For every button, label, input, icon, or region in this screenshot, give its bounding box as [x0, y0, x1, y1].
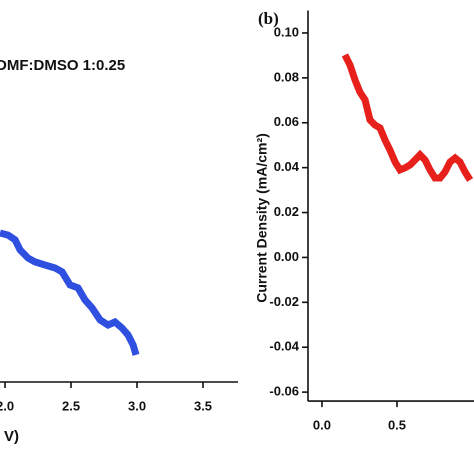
y-tick-label: 0.10 [274, 24, 299, 39]
data-line [0, 229, 140, 356]
x-axis-label: V) [4, 428, 19, 445]
y-tick-label: 0.02 [274, 204, 299, 219]
x-tick-label: 2.5 [62, 398, 80, 413]
x-tick-label: 3.5 [194, 398, 212, 413]
y-tick-label: -0.02 [269, 294, 299, 309]
y-tick-label: 0.04 [274, 159, 300, 174]
x-tick-label: 2.0 [0, 398, 14, 413]
x-tick-label: 0.5 [388, 418, 406, 433]
y-axis-label: Current Density (mA/cm²) [254, 133, 270, 303]
x-tick-label: 0.0 [313, 418, 331, 433]
data-line [341, 53, 474, 182]
x-tick-label: 3.0 [128, 398, 146, 413]
annotation: DMF:DMSO 1:0.25 [0, 57, 125, 74]
y-tick-label: -0.06 [269, 384, 299, 399]
y-tick-label: 0.08 [274, 69, 299, 84]
y-tick-label: -0.04 [269, 339, 299, 354]
y-tick-label: 0.00 [274, 249, 299, 264]
panel-label: (b) [258, 9, 279, 28]
y-tick-label: 0.06 [274, 114, 299, 129]
